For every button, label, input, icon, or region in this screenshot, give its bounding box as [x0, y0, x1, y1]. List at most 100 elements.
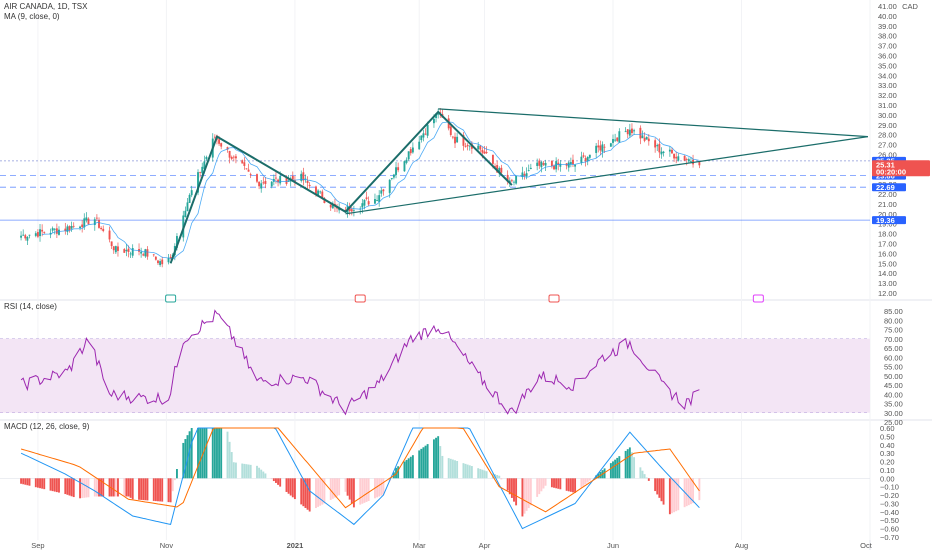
macd-histogram-bar [216, 428, 218, 479]
macd-histogram-bar [569, 478, 572, 492]
macd-histogram-bar [64, 478, 67, 495]
macd-histogram-bar [142, 478, 145, 501]
candle [628, 129, 631, 136]
last-price-text: 25.31 [876, 160, 895, 169]
candle [397, 167, 400, 171]
macd-histogram-bar [544, 478, 547, 486]
macd-histogram-bar [668, 478, 671, 515]
candle [34, 233, 37, 236]
candle [232, 156, 235, 158]
candle [70, 226, 73, 229]
candle [449, 126, 452, 135]
macd-axis-tick: −0.20 [880, 491, 899, 500]
macd-histogram-bar [521, 478, 524, 517]
candle [671, 149, 673, 154]
macd-histogram-bar [508, 478, 511, 495]
candle [352, 210, 355, 212]
macd-histogram-bar [597, 473, 600, 479]
macd-histogram-bar [138, 478, 140, 500]
candle [586, 157, 589, 161]
macd-axis-tick: 0.00 [880, 474, 895, 483]
macd-histogram-bar [256, 465, 258, 479]
candle [698, 162, 701, 166]
macd-histogram-bar [685, 478, 688, 507]
macd-histogram-bar [51, 478, 54, 492]
macd-histogram-bar [197, 428, 199, 479]
candle [483, 151, 486, 154]
macd-histogram-bar [199, 428, 202, 479]
candle [203, 161, 206, 169]
candle [100, 227, 103, 229]
macd-histogram-bar [184, 439, 187, 479]
macd-histogram-bar [380, 478, 383, 496]
rsi-band [0, 338, 870, 413]
price-axis-tick: 26.00 [878, 150, 897, 159]
macd-histogram-bar [382, 478, 385, 495]
candle [321, 191, 324, 199]
rsi-axis-tick: 85.00 [884, 307, 903, 316]
macd-histogram-bar [146, 478, 149, 501]
candle [41, 229, 44, 232]
macd-histogram-bar [513, 478, 515, 502]
macd-histogram-bar [496, 474, 499, 479]
candle [557, 162, 560, 165]
macd-histogram-bar [85, 478, 88, 498]
macd-histogram-bar [26, 478, 29, 486]
macd-histogram-bar [658, 478, 661, 498]
candle [68, 226, 71, 231]
macd-histogram-bar [329, 478, 332, 500]
candle [127, 248, 130, 252]
candle [85, 217, 88, 221]
macd-histogram-bar [22, 478, 25, 485]
macd-histogram-bar [437, 436, 440, 479]
chart-title: AIR CANADA, 1D, TSX [4, 2, 88, 11]
macd-histogram-bar [470, 466, 473, 479]
candle [645, 136, 648, 140]
last-price-tag [872, 160, 930, 177]
macd-histogram-bar [234, 462, 237, 479]
macd-histogram-bar [293, 478, 296, 500]
candle [662, 151, 665, 154]
price-axis-tick: 33.00 [878, 81, 897, 90]
candle [308, 184, 311, 186]
candle [643, 137, 646, 141]
candle [154, 256, 157, 260]
candle [540, 161, 543, 168]
candle [395, 167, 397, 175]
macd-histogram-bar [614, 459, 617, 479]
macd-histogram-bar [525, 478, 528, 511]
macd-histogram-bar [72, 478, 75, 498]
macd-axis-tick: 0.30 [880, 449, 895, 458]
macd-histogram-bar [260, 469, 263, 479]
macd-histogram-bar [188, 431, 191, 479]
candle [157, 260, 159, 264]
macd-axis-tick: 0.50 [880, 432, 895, 441]
macd-histogram-bar [20, 478, 23, 484]
candle [485, 152, 488, 153]
macd-histogram-bar [323, 478, 326, 504]
candle [36, 232, 39, 237]
candle [689, 161, 692, 162]
macd-axis-tick: −0.50 [880, 516, 899, 525]
candle [631, 128, 633, 134]
candle [523, 174, 526, 176]
candle [500, 167, 503, 173]
price-axis-tick: 37.00 [878, 42, 897, 51]
macd-histogram-bar [466, 464, 469, 479]
candle [536, 162, 539, 166]
candle [213, 136, 216, 138]
macd-histogram-bar [403, 461, 406, 479]
macd-histogram-bar [481, 469, 484, 479]
candle [26, 236, 29, 241]
macd-axis-tick: −0.60 [880, 525, 899, 534]
candle [498, 168, 501, 174]
macd-histogram-bar [500, 478, 503, 480]
macd-axis-tick: −0.70 [880, 533, 899, 542]
macd-histogram-bar [346, 478, 349, 496]
macd-histogram-bar [201, 428, 204, 479]
rsi-axis-tick: 80.00 [884, 316, 903, 325]
macd-histogram-bar [464, 463, 467, 479]
macd-histogram-bar [114, 478, 117, 497]
macd-histogram-bar [55, 478, 58, 493]
